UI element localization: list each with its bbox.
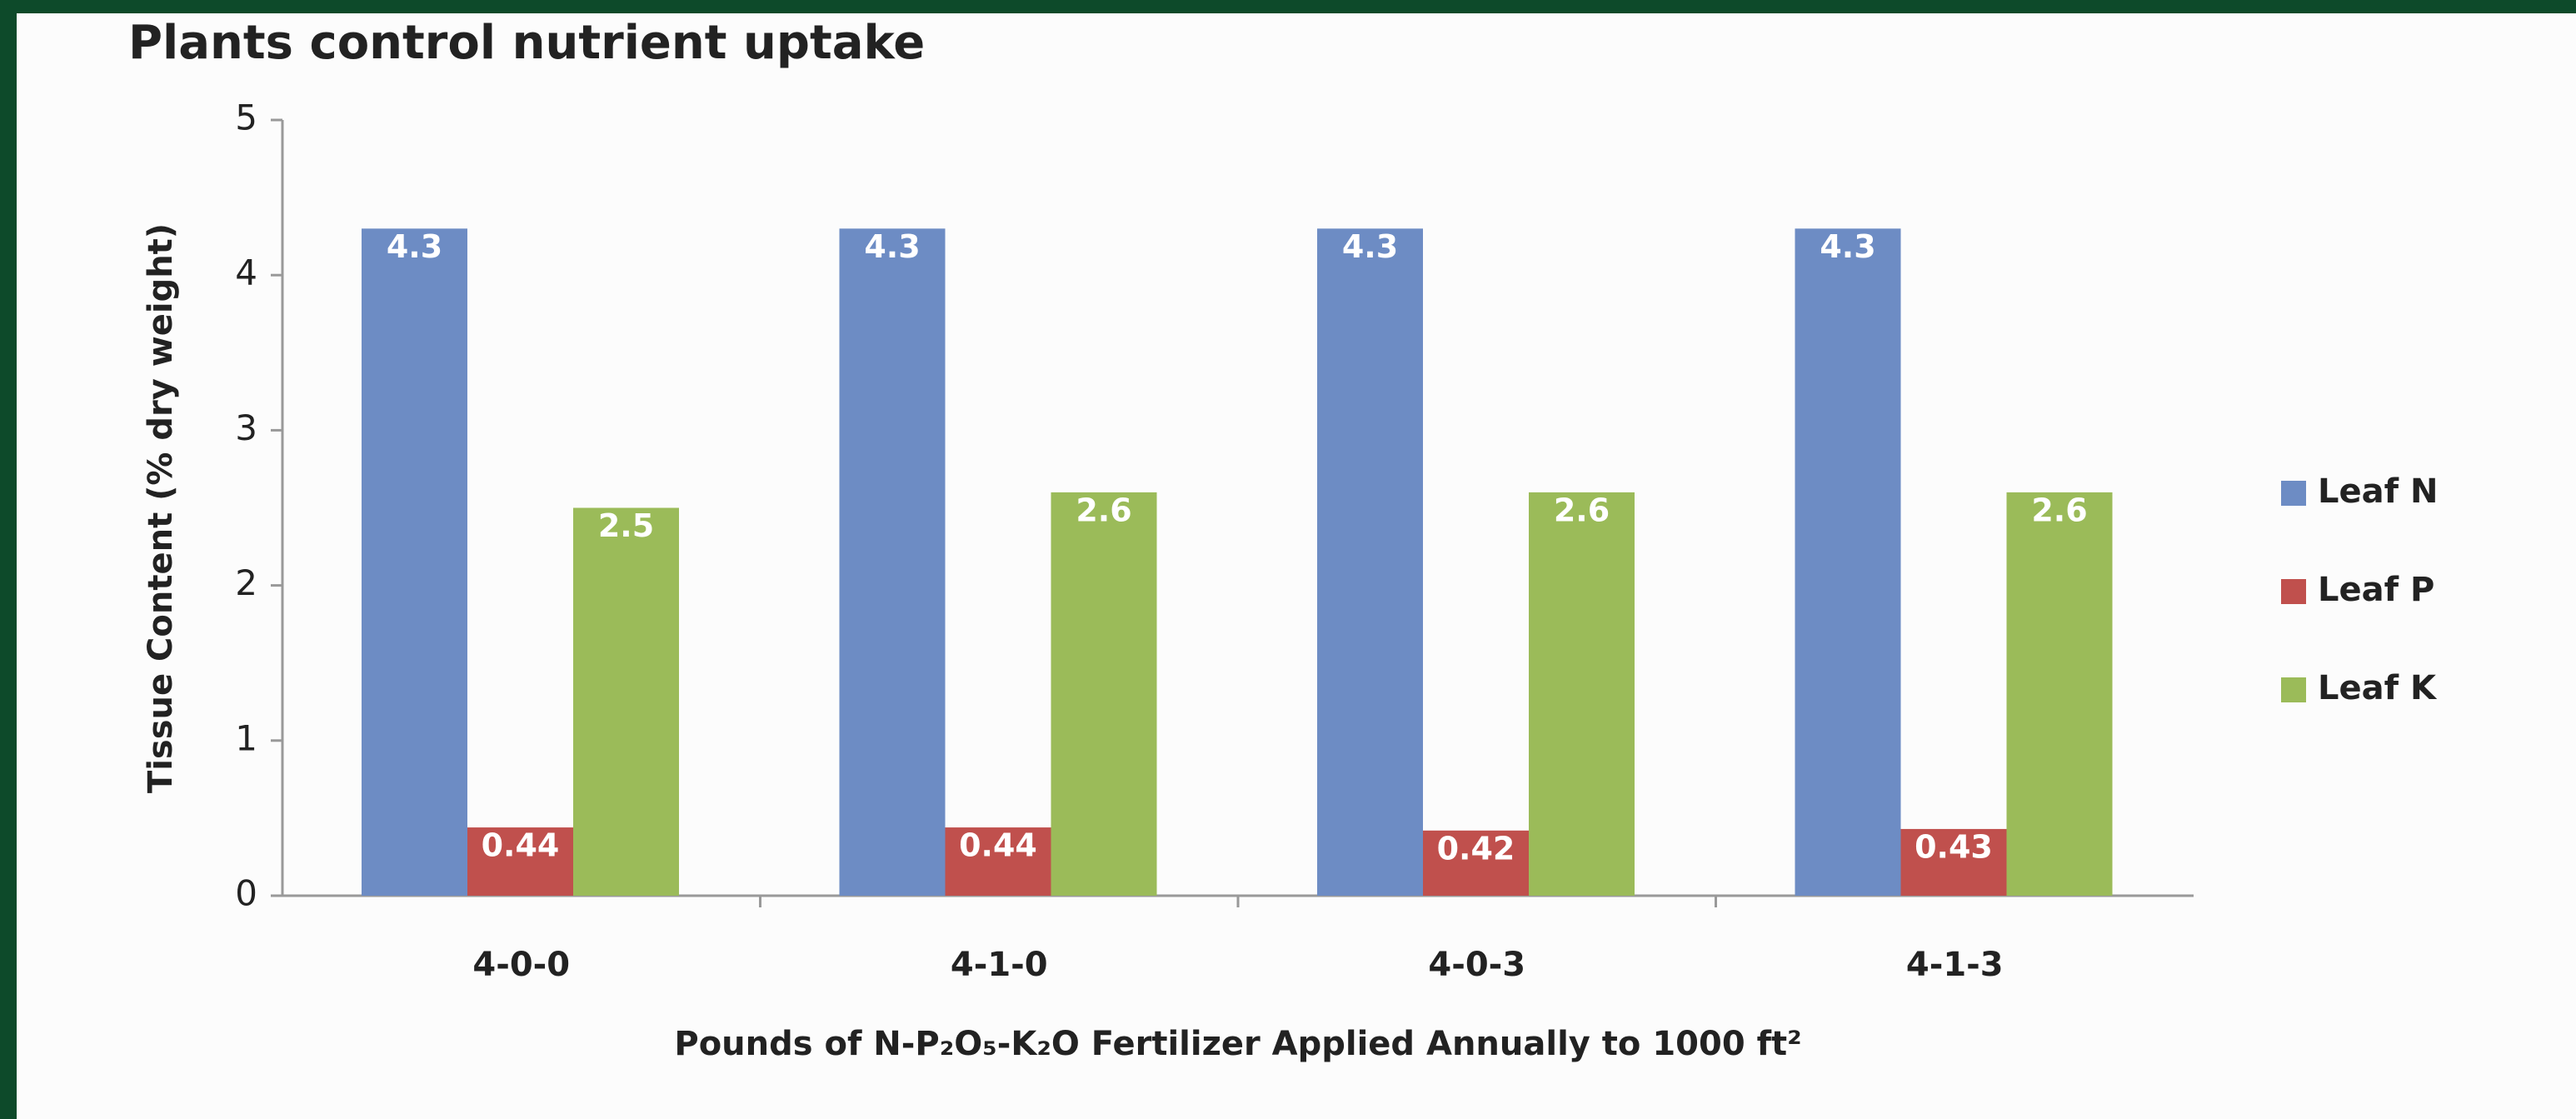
legend-swatch <box>2281 481 2306 506</box>
bar <box>839 228 946 897</box>
value-label: 0.42 <box>1437 830 1515 867</box>
x-tick-label: 4-0-3 <box>1428 946 1525 984</box>
y-tick-label: 1 <box>235 717 257 758</box>
value-label: 0.44 <box>959 827 1037 864</box>
bar <box>1529 492 1635 896</box>
bar <box>1795 228 1901 897</box>
legend-label: Leaf K <box>2318 669 2438 707</box>
bar <box>467 827 573 896</box>
x-tick-label: 4-1-0 <box>951 946 1048 984</box>
bar <box>1423 830 1529 896</box>
y-tick-label: 4 <box>235 252 257 293</box>
y-axis-label: Tissue Content (% dry weight) <box>142 223 180 793</box>
value-label: 4.3 <box>1820 228 1875 265</box>
legend-swatch <box>2281 579 2306 604</box>
value-label: 2.6 <box>1076 492 1131 528</box>
value-label: 4.3 <box>1342 228 1398 265</box>
legend-swatch <box>2281 677 2306 702</box>
value-label: 4.3 <box>864 228 920 265</box>
bar <box>1900 828 2007 896</box>
x-tick-label: 4-1-3 <box>1906 946 2004 984</box>
chart-title: Plants control nutrient uptake <box>128 16 925 70</box>
bar <box>945 827 1051 896</box>
bar <box>573 507 679 896</box>
y-tick-label: 5 <box>235 97 257 138</box>
legend-label: Leaf P <box>2318 571 2434 609</box>
value-label: 2.6 <box>2031 492 2087 528</box>
legend-label: Leaf N <box>2318 472 2438 511</box>
value-label: 4.3 <box>387 228 442 265</box>
bar <box>2006 492 2113 896</box>
bar <box>1051 492 1157 896</box>
y-tick-label: 2 <box>235 562 257 603</box>
value-label: 0.43 <box>1915 828 1993 865</box>
x-tick-label: 4-0-0 <box>472 946 570 984</box>
bar <box>1317 228 1423 897</box>
y-tick-label: 3 <box>235 407 257 448</box>
value-label: 2.5 <box>598 507 654 544</box>
value-label: 2.6 <box>1554 492 1610 528</box>
value-label: 0.44 <box>482 827 560 864</box>
y-tick-label: 0 <box>235 873 257 914</box>
x-axis-label: Pounds of N-P₂O₅-K₂O Fertilizer Applied … <box>674 1025 1801 1063</box>
bar <box>362 228 467 897</box>
